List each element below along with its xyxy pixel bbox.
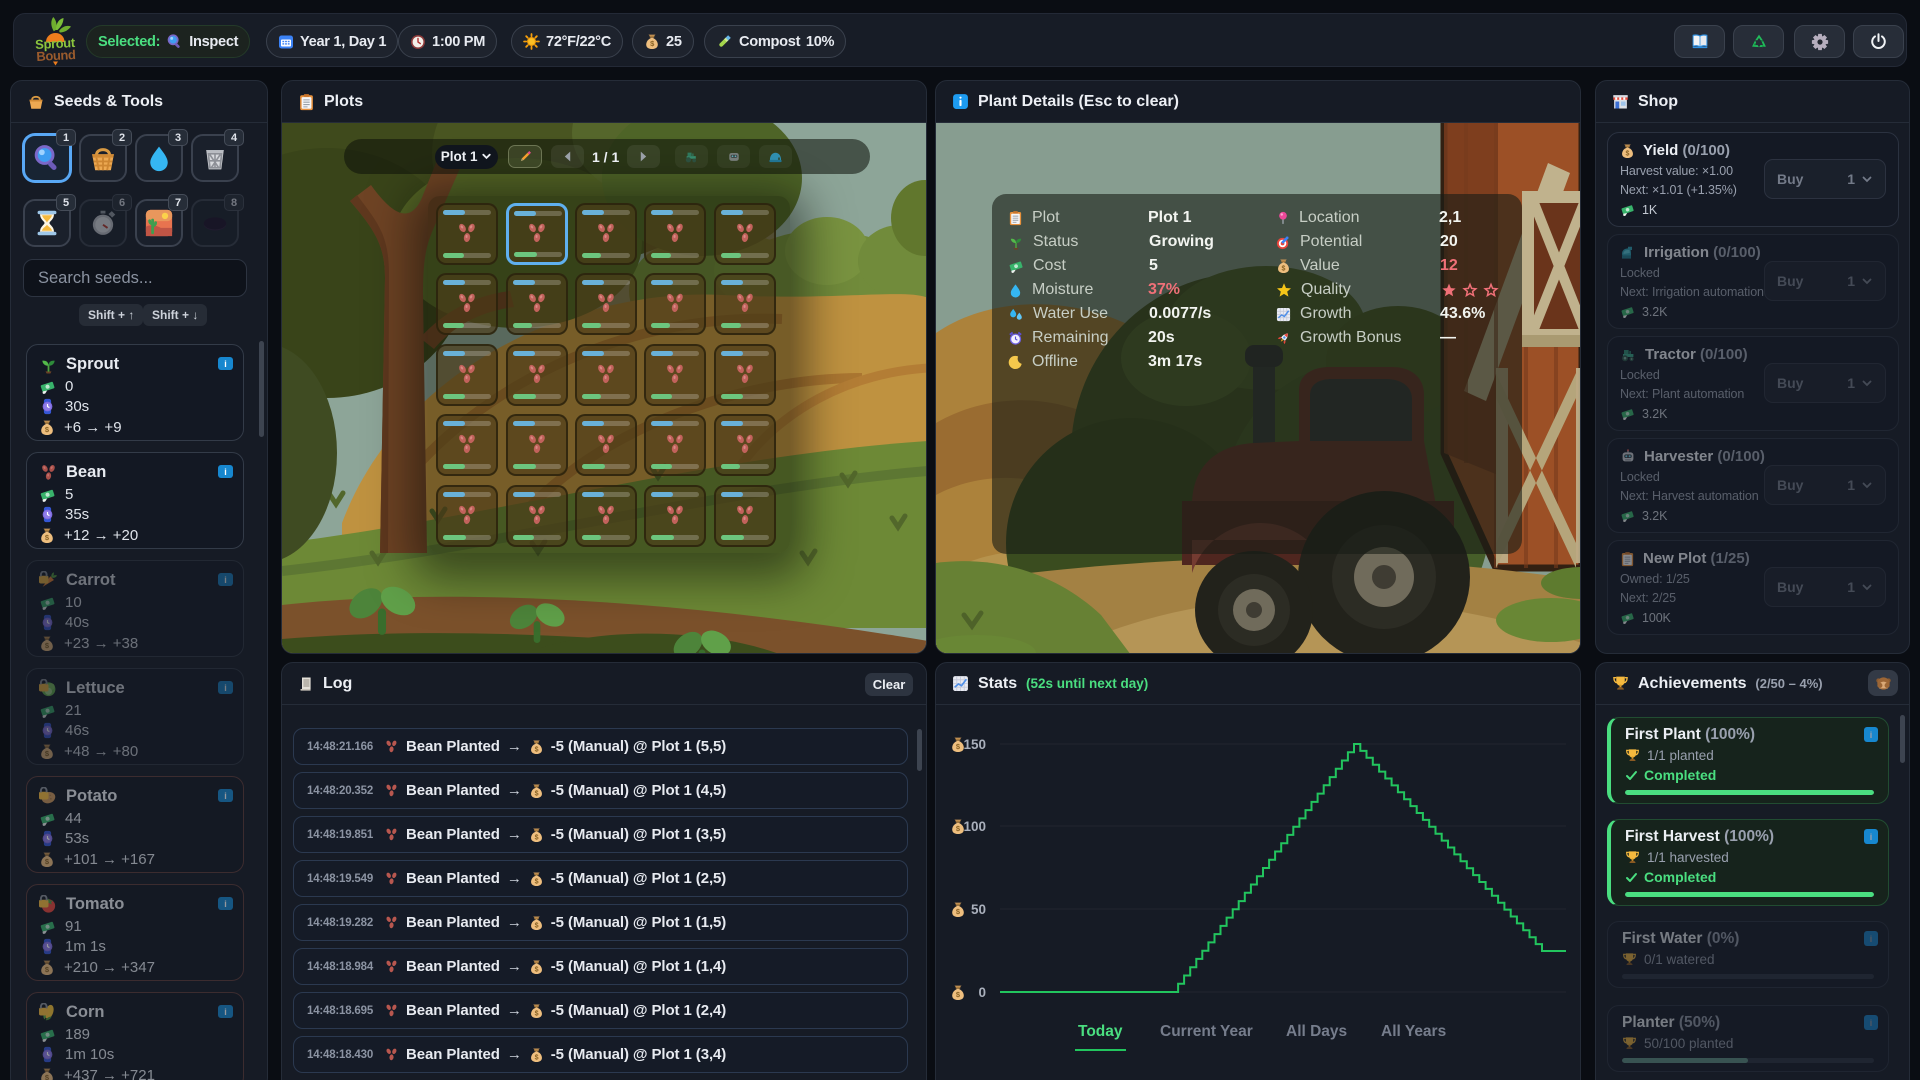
svg-text:0: 0 <box>978 985 986 1000</box>
svg-text:$: $ <box>534 1010 538 1017</box>
svg-text:$: $ <box>534 878 538 885</box>
svg-text:$: $ <box>956 742 961 751</box>
svg-text:150: 150 <box>963 737 986 752</box>
svg-text:$: $ <box>45 641 50 650</box>
svg-text:$: $ <box>534 746 538 753</box>
svg-text:$: $ <box>45 965 50 974</box>
svg-text:$: $ <box>534 922 538 929</box>
svg-text:$: $ <box>45 533 50 542</box>
svg-text:$: $ <box>534 834 538 841</box>
svg-text:$: $ <box>1626 150 1630 157</box>
svg-text:50: 50 <box>971 902 986 917</box>
svg-text:$: $ <box>534 1054 538 1061</box>
svg-text:$: $ <box>45 1073 50 1080</box>
svg-text:$: $ <box>956 824 961 833</box>
svg-text:$: $ <box>1282 265 1286 272</box>
svg-text:$: $ <box>45 857 50 866</box>
svg-text:Bound: Bound <box>36 47 76 64</box>
svg-text:$: $ <box>534 790 538 797</box>
svg-text:$: $ <box>45 425 50 434</box>
svg-text:$: $ <box>650 39 655 48</box>
svg-text:$: $ <box>956 990 961 999</box>
svg-text:100: 100 <box>963 819 986 834</box>
svg-text:$: $ <box>956 907 961 916</box>
svg-text:$: $ <box>45 749 50 758</box>
svg-text:$: $ <box>534 966 538 973</box>
svg-text:Sprout: Sprout <box>35 35 76 52</box>
